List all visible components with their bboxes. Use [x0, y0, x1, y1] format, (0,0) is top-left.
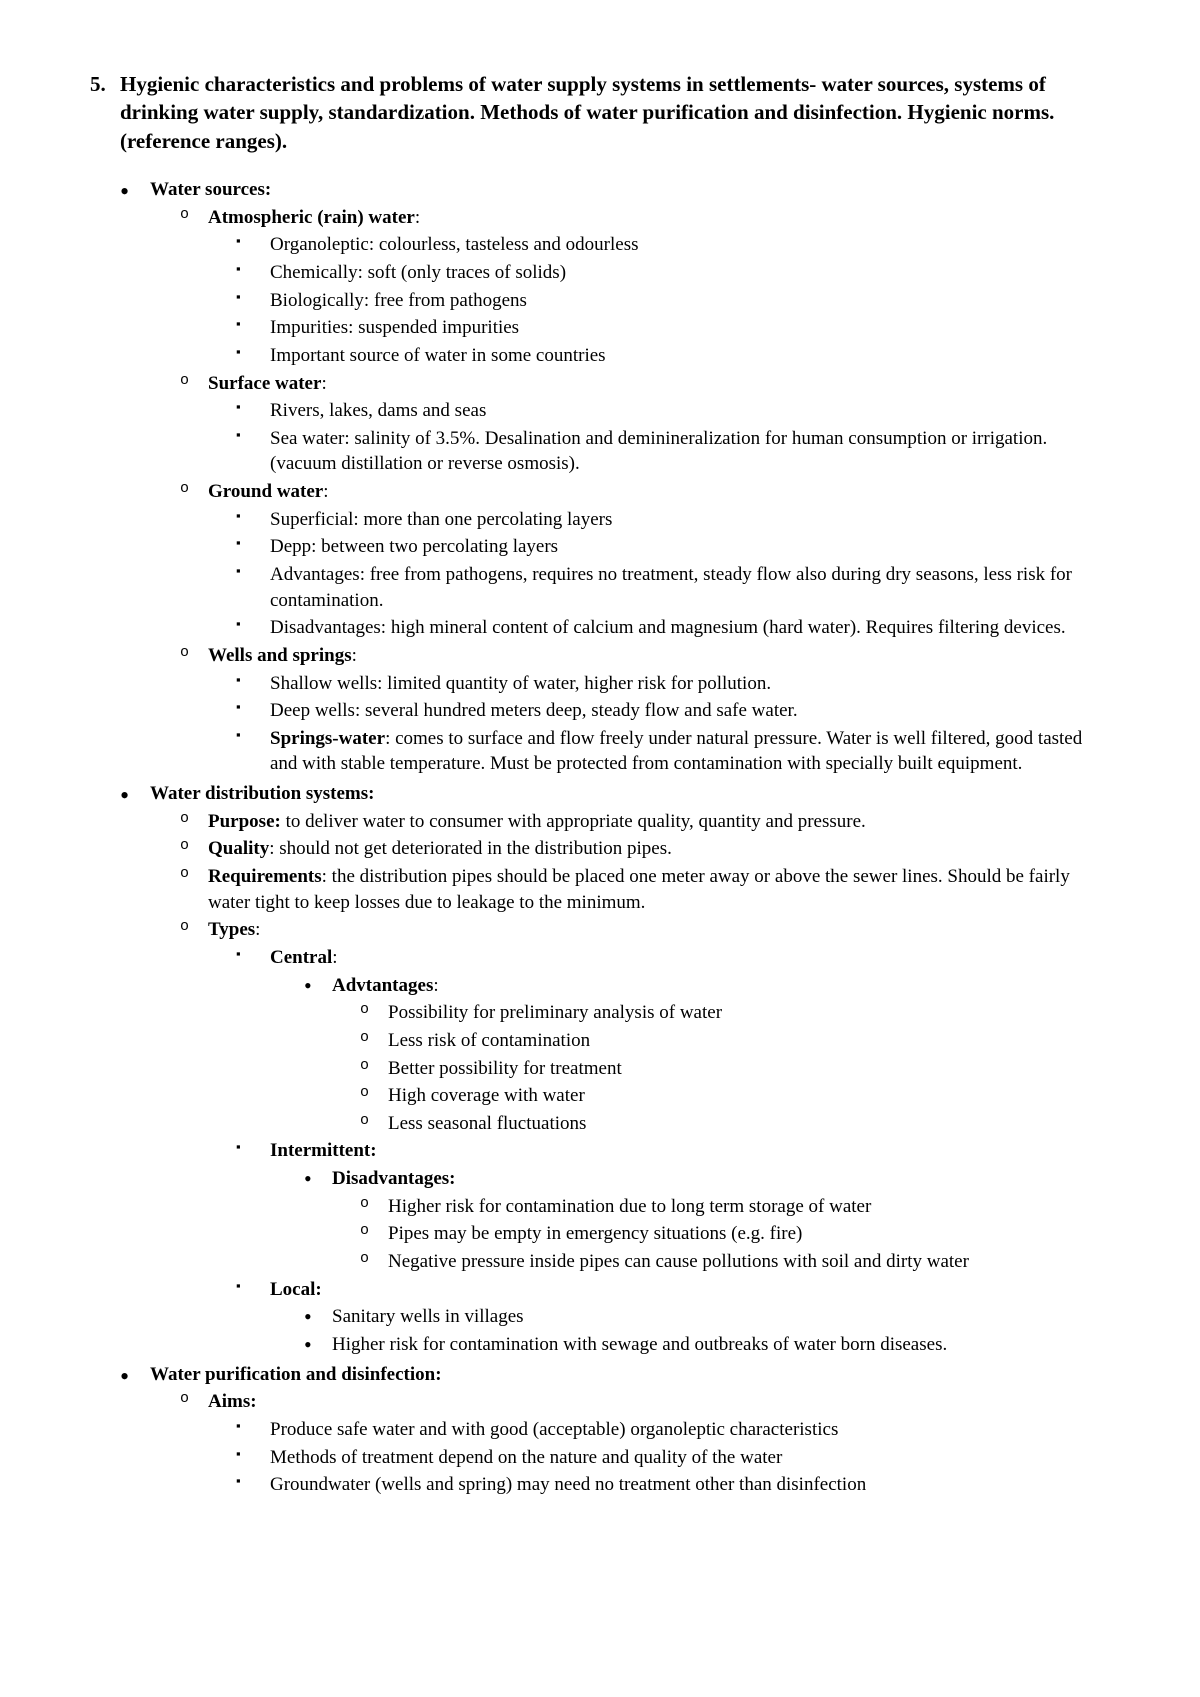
text: to deliver water to consumer with approp… — [281, 811, 866, 832]
list-item: Biologically: free from pathogens — [236, 288, 1110, 314]
subsection-wells: Wells and springs: Shallow wells: limite… — [180, 643, 1110, 777]
subsection-title: Surface water — [208, 373, 321, 394]
subsection-surface: Surface water: Rivers, lakes, dams and s… — [180, 371, 1110, 478]
document-page: 5. Hygienic characteristics and problems… — [0, 0, 1200, 1558]
list-item: Higher risk for contamination with sewag… — [304, 1332, 1110, 1358]
list-item: Less risk of contamination — [360, 1028, 1110, 1054]
list-item: Less seasonal fluctuations — [360, 1111, 1110, 1137]
section-heading: 5. Hygienic characteristics and problems… — [90, 70, 1110, 155]
subsection-ground: Ground water: Superficial: more than one… — [180, 479, 1110, 641]
type-title: Central — [270, 947, 332, 968]
list-item: Better possibility for treatment — [360, 1056, 1110, 1082]
list-item: Groundwater (wells and spring) may need … — [236, 1472, 1110, 1498]
section-title: Water distribution systems: — [150, 783, 374, 804]
dis-label: Disadvantages: — [332, 1168, 456, 1189]
list-item: Organoleptic: colourless, tasteless and … — [236, 232, 1110, 258]
list-item: Purpose: to deliver water to consumer wi… — [180, 809, 1110, 835]
list-item: Important source of water in some countr… — [236, 343, 1110, 369]
subsection-title: Wells and springs — [208, 645, 352, 666]
list-item: Quality: should not get deteriorated in … — [180, 836, 1110, 862]
type-title: Intermittent: — [270, 1140, 377, 1161]
list-item: Springs-water: comes to surface and flow… — [236, 726, 1110, 777]
adv-label: Advtantages — [332, 975, 433, 996]
type-intermittent: Intermittent: Disadvantages: Higher risk… — [236, 1138, 1110, 1274]
section-water-sources: Water sources: Atmospheric (rain) water:… — [120, 177, 1110, 777]
section-purification: Water purification and disinfection: Aim… — [120, 1362, 1110, 1498]
colon: : — [433, 975, 438, 996]
type-central: Central: Advtantages: Possibility for pr… — [236, 945, 1110, 1136]
list-item: Sea water: salinity of 3.5%. Desalinatio… — [236, 426, 1110, 477]
heading-number: 5. — [90, 70, 120, 98]
list-item: Advantages: free from pathogens, require… — [236, 562, 1110, 613]
subsection-atmospheric: Atmospheric (rain) water: Organoleptic: … — [180, 205, 1110, 369]
list-item: Chemically: soft (only traces of solids) — [236, 260, 1110, 286]
colon: : — [415, 207, 420, 228]
heading-text: Hygienic characteristics and problems of… — [120, 70, 1110, 155]
subsection-title: Ground water — [208, 481, 323, 502]
list-item: Rivers, lakes, dams and seas — [236, 398, 1110, 424]
list-item: Higher risk for contamination due to lon… — [360, 1194, 1110, 1220]
springs-label: Springs-water — [270, 728, 385, 749]
dis-block: Disadvantages: Higher risk for contamina… — [304, 1166, 1110, 1275]
label: Types — [208, 919, 255, 940]
list-item: Methods of treatment depend on the natur… — [236, 1445, 1110, 1471]
list-item: Depp: between two percolating layers — [236, 534, 1110, 560]
colon: : — [321, 373, 326, 394]
subsection-title: Atmospheric (rain) water — [208, 207, 415, 228]
top-list: Water sources: Atmospheric (rain) water:… — [90, 177, 1110, 1498]
text: : should not get deteriorated in the dis… — [269, 838, 672, 859]
colon: : — [352, 645, 357, 666]
list-item: Requirements: the distribution pipes sho… — [180, 864, 1110, 915]
adv-block: Advtantages: Possibility for preliminary… — [304, 973, 1110, 1137]
list-item: Sanitary wells in villages — [304, 1304, 1110, 1330]
list-item: Deep wells: several hundred meters deep,… — [236, 698, 1110, 724]
section-title: Water purification and disinfection: — [150, 1364, 442, 1385]
springs-text: : comes to surface and flow freely under… — [270, 728, 1082, 775]
aims-label: Aims: — [208, 1391, 257, 1412]
list-item: Superficial: more than one percolating l… — [236, 507, 1110, 533]
section-distribution: Water distribution systems: Purpose: to … — [120, 781, 1110, 1357]
type-local: Local: Sanitary wells in villages Higher… — [236, 1277, 1110, 1358]
section-title: Water sources: — [150, 179, 271, 200]
list-item: Impurities: suspended impurities — [236, 315, 1110, 341]
list-item: Shallow wells: limited quantity of water… — [236, 671, 1110, 697]
colon: : — [255, 919, 260, 940]
label: Quality — [208, 838, 269, 859]
colon: : — [323, 481, 328, 502]
subsection-aims: Aims: Produce safe water and with good (… — [180, 1389, 1110, 1498]
list-item: Disadvantages: high mineral content of c… — [236, 615, 1110, 641]
list-item: Possibility for preliminary analysis of … — [360, 1000, 1110, 1026]
label: Requirements — [208, 866, 322, 887]
subsection-types: Types: Central: Advtantages: Possibility… — [180, 917, 1110, 1357]
text: : the distribution pipes should be place… — [208, 866, 1070, 913]
list-item: Negative pressure inside pipes can cause… — [360, 1249, 1110, 1275]
list-item: Pipes may be empty in emergency situatio… — [360, 1221, 1110, 1247]
label: Purpose: — [208, 811, 281, 832]
colon: : — [332, 947, 337, 968]
list-item: High coverage with water — [360, 1083, 1110, 1109]
list-item: Produce safe water and with good (accept… — [236, 1417, 1110, 1443]
type-title: Local: — [270, 1279, 322, 1300]
